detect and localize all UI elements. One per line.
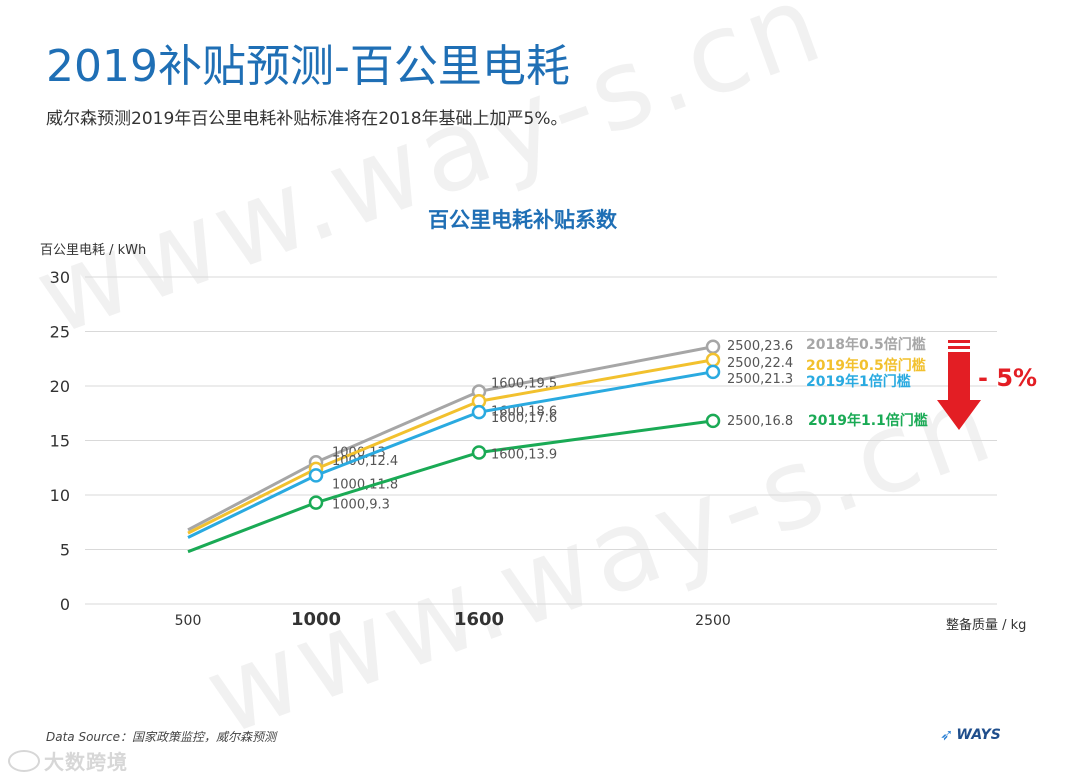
data-label-0-3: 2500,23.6 (727, 339, 793, 354)
y-axis-label: 百公里电耗 / kWh (40, 243, 147, 258)
data-label-3-3: 2500,16.8 (727, 414, 793, 429)
page-subtitle: 威尔森预测2019年百公里电耗补贴标准将在2018年基础上加严5%。 (46, 109, 568, 129)
point-2-2 (471, 404, 487, 420)
corner-watermark: 大数跨境 (8, 746, 128, 775)
x-tick-2500: 2500 (695, 613, 731, 629)
data-label-2-3: 2500,21.3 (727, 372, 793, 387)
decrease-arrow-icon (937, 352, 981, 430)
brand-logo: ➶ WAYS (940, 725, 1001, 744)
data-label-3-2: 1600,13.9 (491, 447, 557, 462)
y-tick-25: 25 (50, 323, 70, 342)
x-tick-500: 500 (175, 613, 202, 629)
series-name-0: 2018年0.5倍门槛 (806, 336, 926, 353)
series-name-2: 2019年1倍门槛 (806, 373, 911, 390)
x-tick-1600: 1600 (454, 609, 504, 630)
data-label-1-1: 1000,12.4 (332, 454, 398, 469)
arrow-stripe-1 (948, 340, 970, 343)
point-3-3 (705, 413, 721, 429)
series-name-1: 2019年0.5倍门槛 (806, 357, 926, 374)
data-label-2-2: 1600,17.6 (491, 411, 557, 426)
arrow-stripe-2 (948, 346, 970, 349)
y-tick-5: 5 (60, 541, 70, 560)
point-3-2 (471, 445, 487, 460)
x-tick-1000: 1000 (291, 609, 341, 630)
y-tick-10: 10 (50, 486, 70, 505)
data-label-0-2: 1600,19.5 (491, 376, 557, 391)
point-2-3 (705, 364, 721, 380)
data-label-1-3: 2500,22.4 (727, 356, 793, 371)
logo-icon (8, 749, 40, 772)
point-1-3 (705, 352, 721, 368)
chart-title: 百公里电耗补贴系数 (428, 208, 617, 232)
series-line-1 (187, 358, 714, 535)
ways-logo-icon: ➶ (940, 725, 954, 744)
data-source: Data Source：国家政策监控，威尔森预测 (46, 730, 276, 744)
corner-watermark-text: 大数跨境 (44, 750, 128, 774)
x-axis-label: 整备质量 / kg (946, 618, 1027, 633)
y-tick-15: 15 (50, 432, 70, 451)
point-2-1 (308, 468, 324, 483)
data-label-3-1: 1000,9.3 (332, 498, 390, 513)
series-name-3: 2019年1.1倍门槛 (808, 412, 928, 429)
point-0-3 (705, 339, 721, 355)
brand-name: WAYS (956, 726, 1001, 743)
series-line-0 (187, 345, 714, 532)
y-tick-20: 20 (50, 377, 70, 396)
decrease-annotation: - 5% (978, 364, 1038, 392)
series-line-2 (187, 370, 714, 539)
y-tick-30: 30 (50, 268, 70, 287)
page-title: 2019补贴预测-百公里电耗 (46, 41, 570, 92)
series-line-3 (187, 419, 714, 554)
y-tick-0: 0 (60, 595, 70, 614)
point-3-1 (308, 495, 324, 510)
